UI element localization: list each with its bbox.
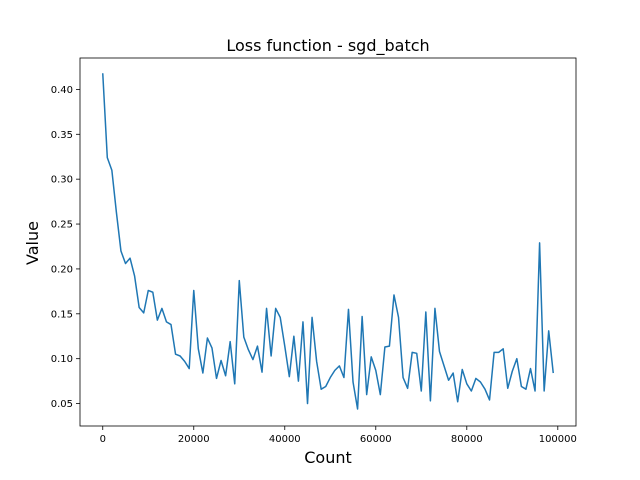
x-tick-label: 100000 <box>539 434 577 445</box>
y-tick-label: 0.20 <box>51 264 73 275</box>
plot-frame <box>79 57 577 427</box>
y-axis-label: Value <box>23 221 42 265</box>
chart-title: Loss function - sgd_batch <box>226 36 429 56</box>
x-tick-label: 60000 <box>360 434 392 445</box>
y-tick-label: 0.15 <box>51 309 73 320</box>
loss-series-line <box>102 73 554 410</box>
x-tick-label: 20000 <box>178 434 210 445</box>
y-tick-label: 0.40 <box>51 85 73 96</box>
plot-area: 0 20000 40000 60000 80000 100000 0.05 0.10 0.15 0… <box>51 57 577 445</box>
x-tick-label: 0 <box>100 434 106 445</box>
y-tick-label: 0.30 <box>51 175 73 186</box>
y-tick-label: 0.10 <box>51 354 73 365</box>
x-tick-label: 40000 <box>269 434 301 445</box>
y-tick-label: 0.25 <box>51 220 73 231</box>
x-tick-label: 80000 <box>451 434 483 445</box>
x-axis-label: Count <box>304 448 352 467</box>
y-tick-label: 0.35 <box>51 130 73 141</box>
y-tick-label: 0.05 <box>51 399 73 410</box>
